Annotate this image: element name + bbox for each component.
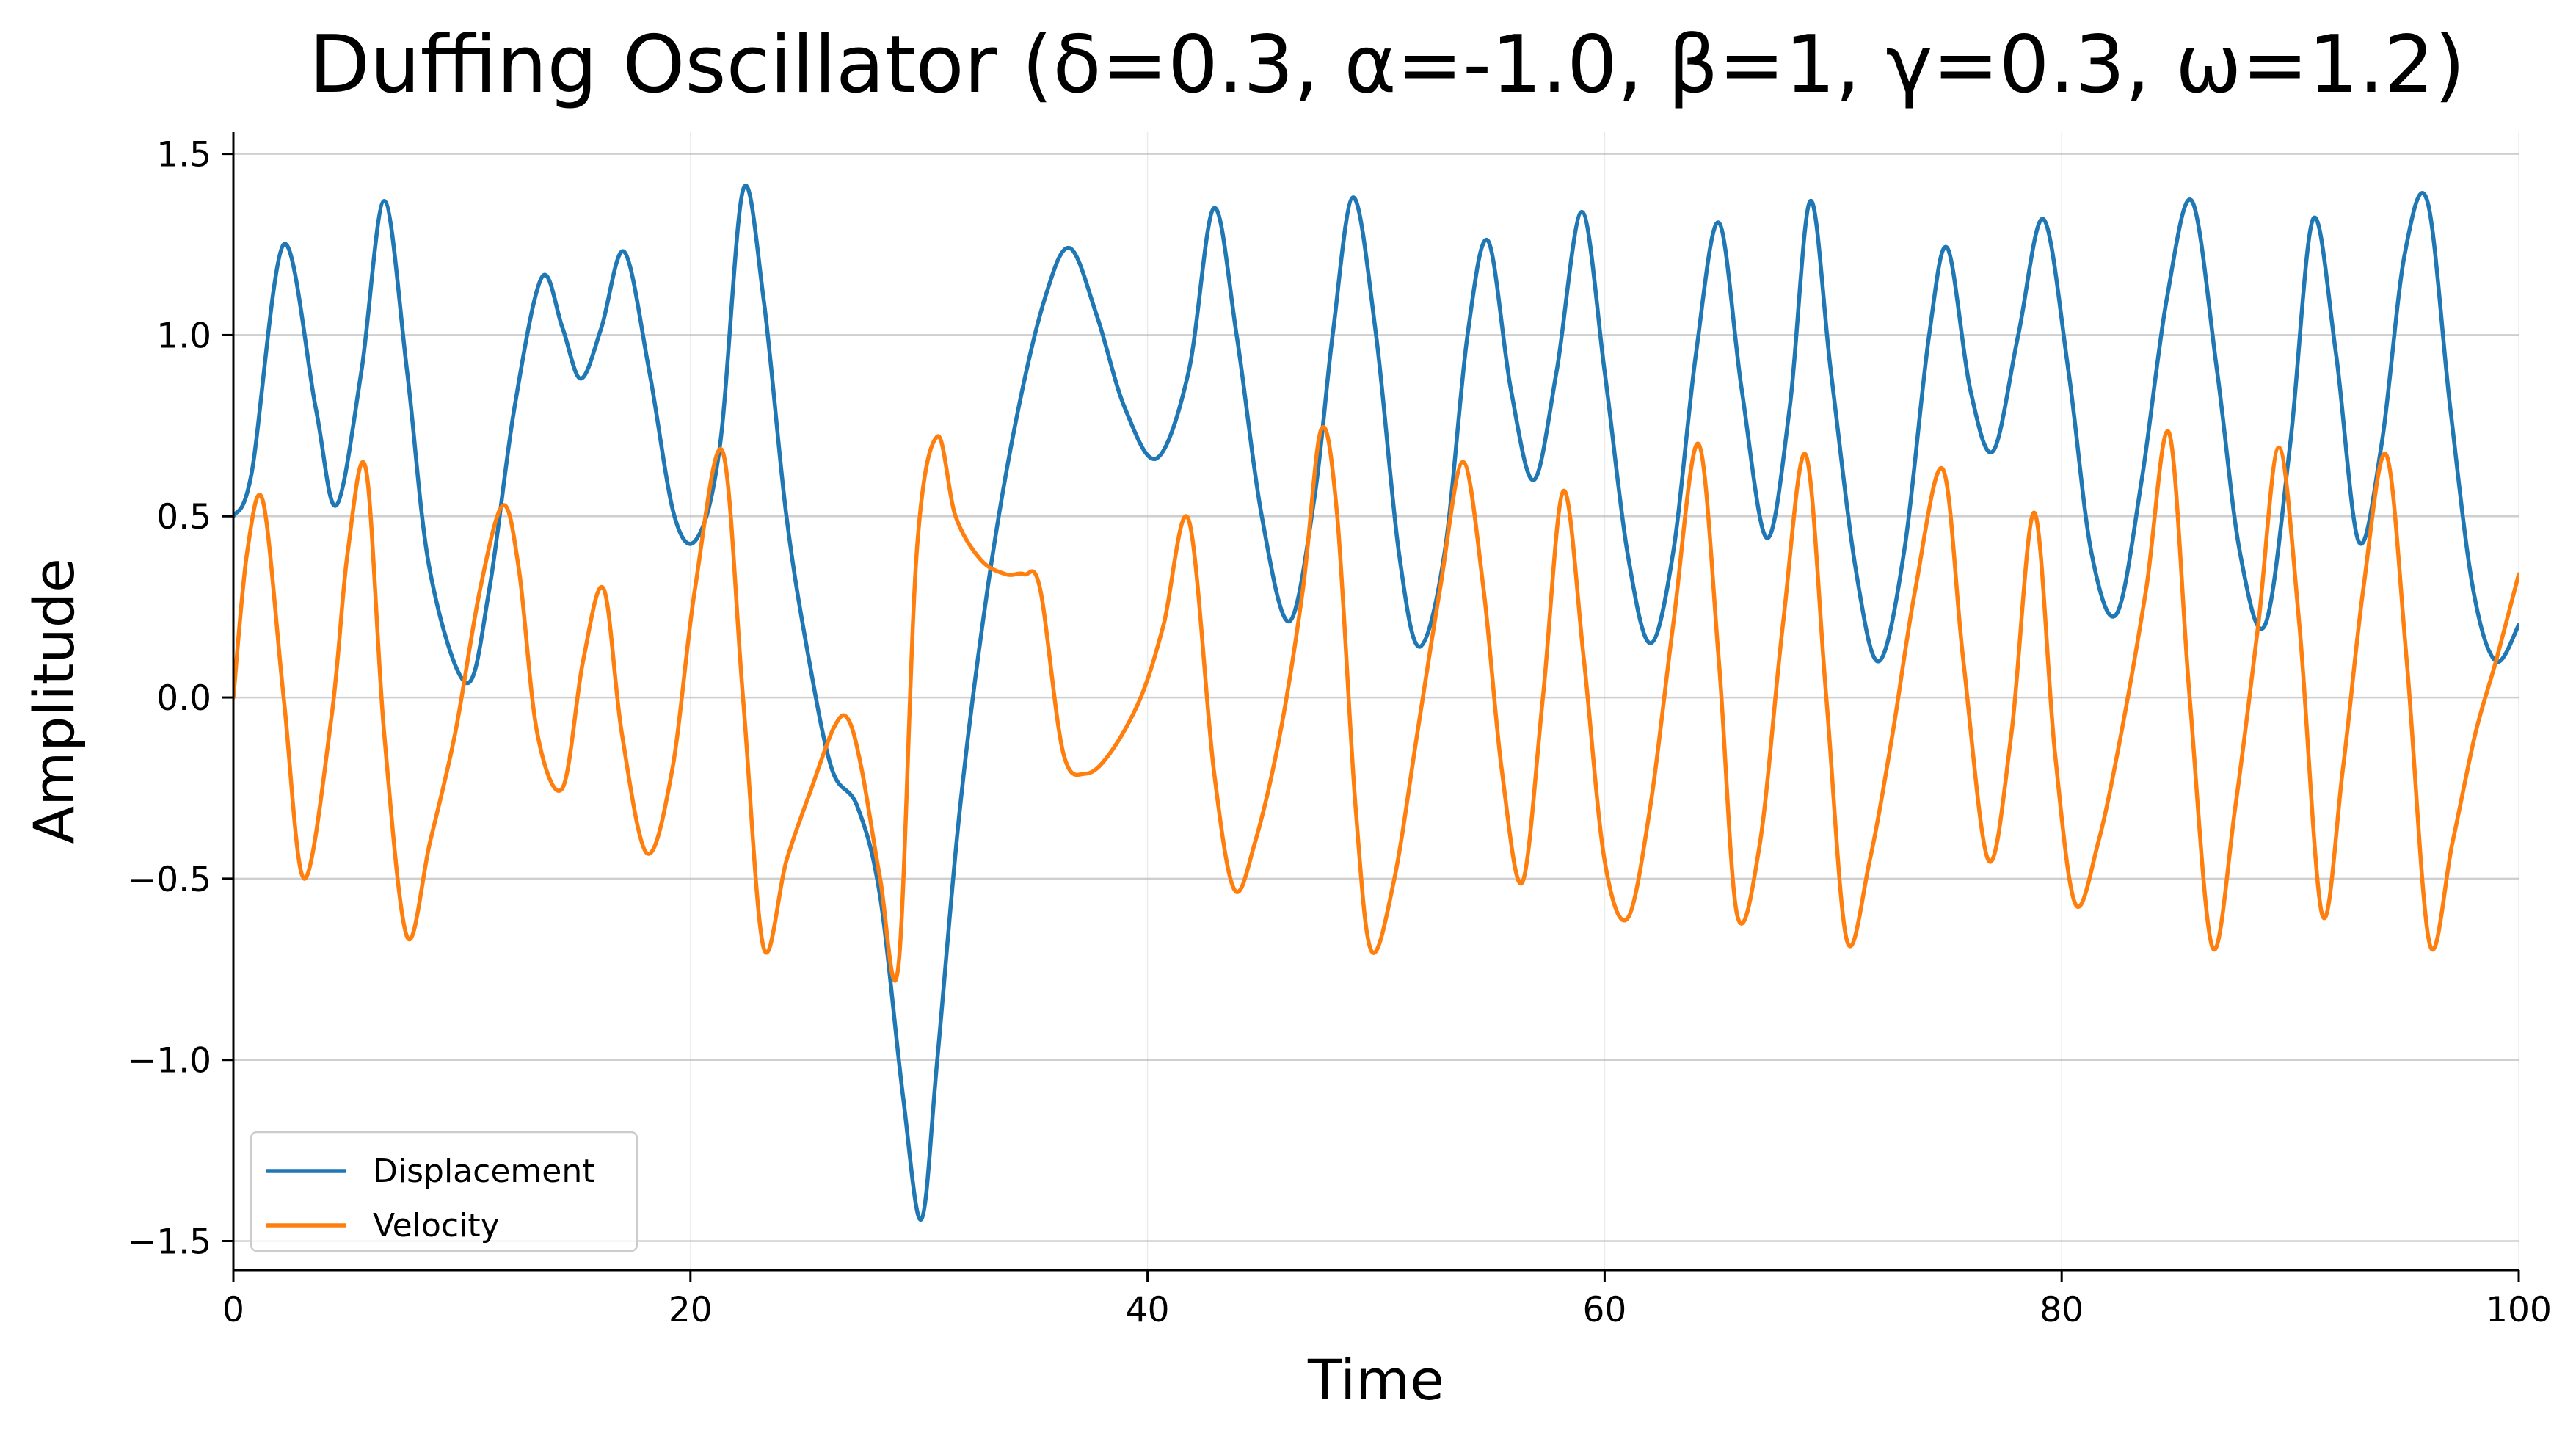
- y-tick-label: 0.0: [156, 678, 211, 719]
- plot-area: [233, 184, 2519, 1222]
- y-tick-label: 0.5: [156, 497, 211, 537]
- series-line-displacement: [233, 184, 2519, 1222]
- x-tick-label: 40: [1126, 1290, 1170, 1330]
- legend: Displacement Velocity: [250, 1131, 638, 1252]
- y-tick-label: −1.0: [128, 1041, 211, 1081]
- chart-title: Duffing Oscillator (δ=0.3, α=-1.0, β=1, …: [309, 19, 2465, 111]
- y-tick-label: −1.5: [128, 1222, 211, 1263]
- x-tick-label: 100: [2486, 1290, 2552, 1330]
- y-tick-label: −0.5: [128, 860, 211, 900]
- legend-label-displacement: Displacement: [373, 1153, 594, 1190]
- x-tick-label: 20: [669, 1290, 713, 1330]
- series-line-velocity: [233, 425, 2519, 983]
- legend-label-velocity: Velocity: [373, 1207, 500, 1244]
- y-tick-label: 1.0: [156, 316, 211, 356]
- x-tick-label: 0: [222, 1290, 244, 1330]
- y-ticks: −1.5 −1.0 −0.5 0.0 0.5 1.0 1.5: [128, 135, 233, 1263]
- x-tick-label: 80: [2040, 1290, 2084, 1330]
- x-tick-label: 60: [1582, 1290, 1626, 1330]
- y-tick-label: 1.5: [156, 135, 211, 175]
- x-axis-label: Time: [1307, 1347, 1444, 1413]
- x-ticks: 0 20 40 60 80 100: [222, 1270, 2552, 1330]
- axes: [232, 132, 2519, 1272]
- y-axis-label: Amplitude: [21, 558, 87, 844]
- legend-box: [250, 1131, 638, 1252]
